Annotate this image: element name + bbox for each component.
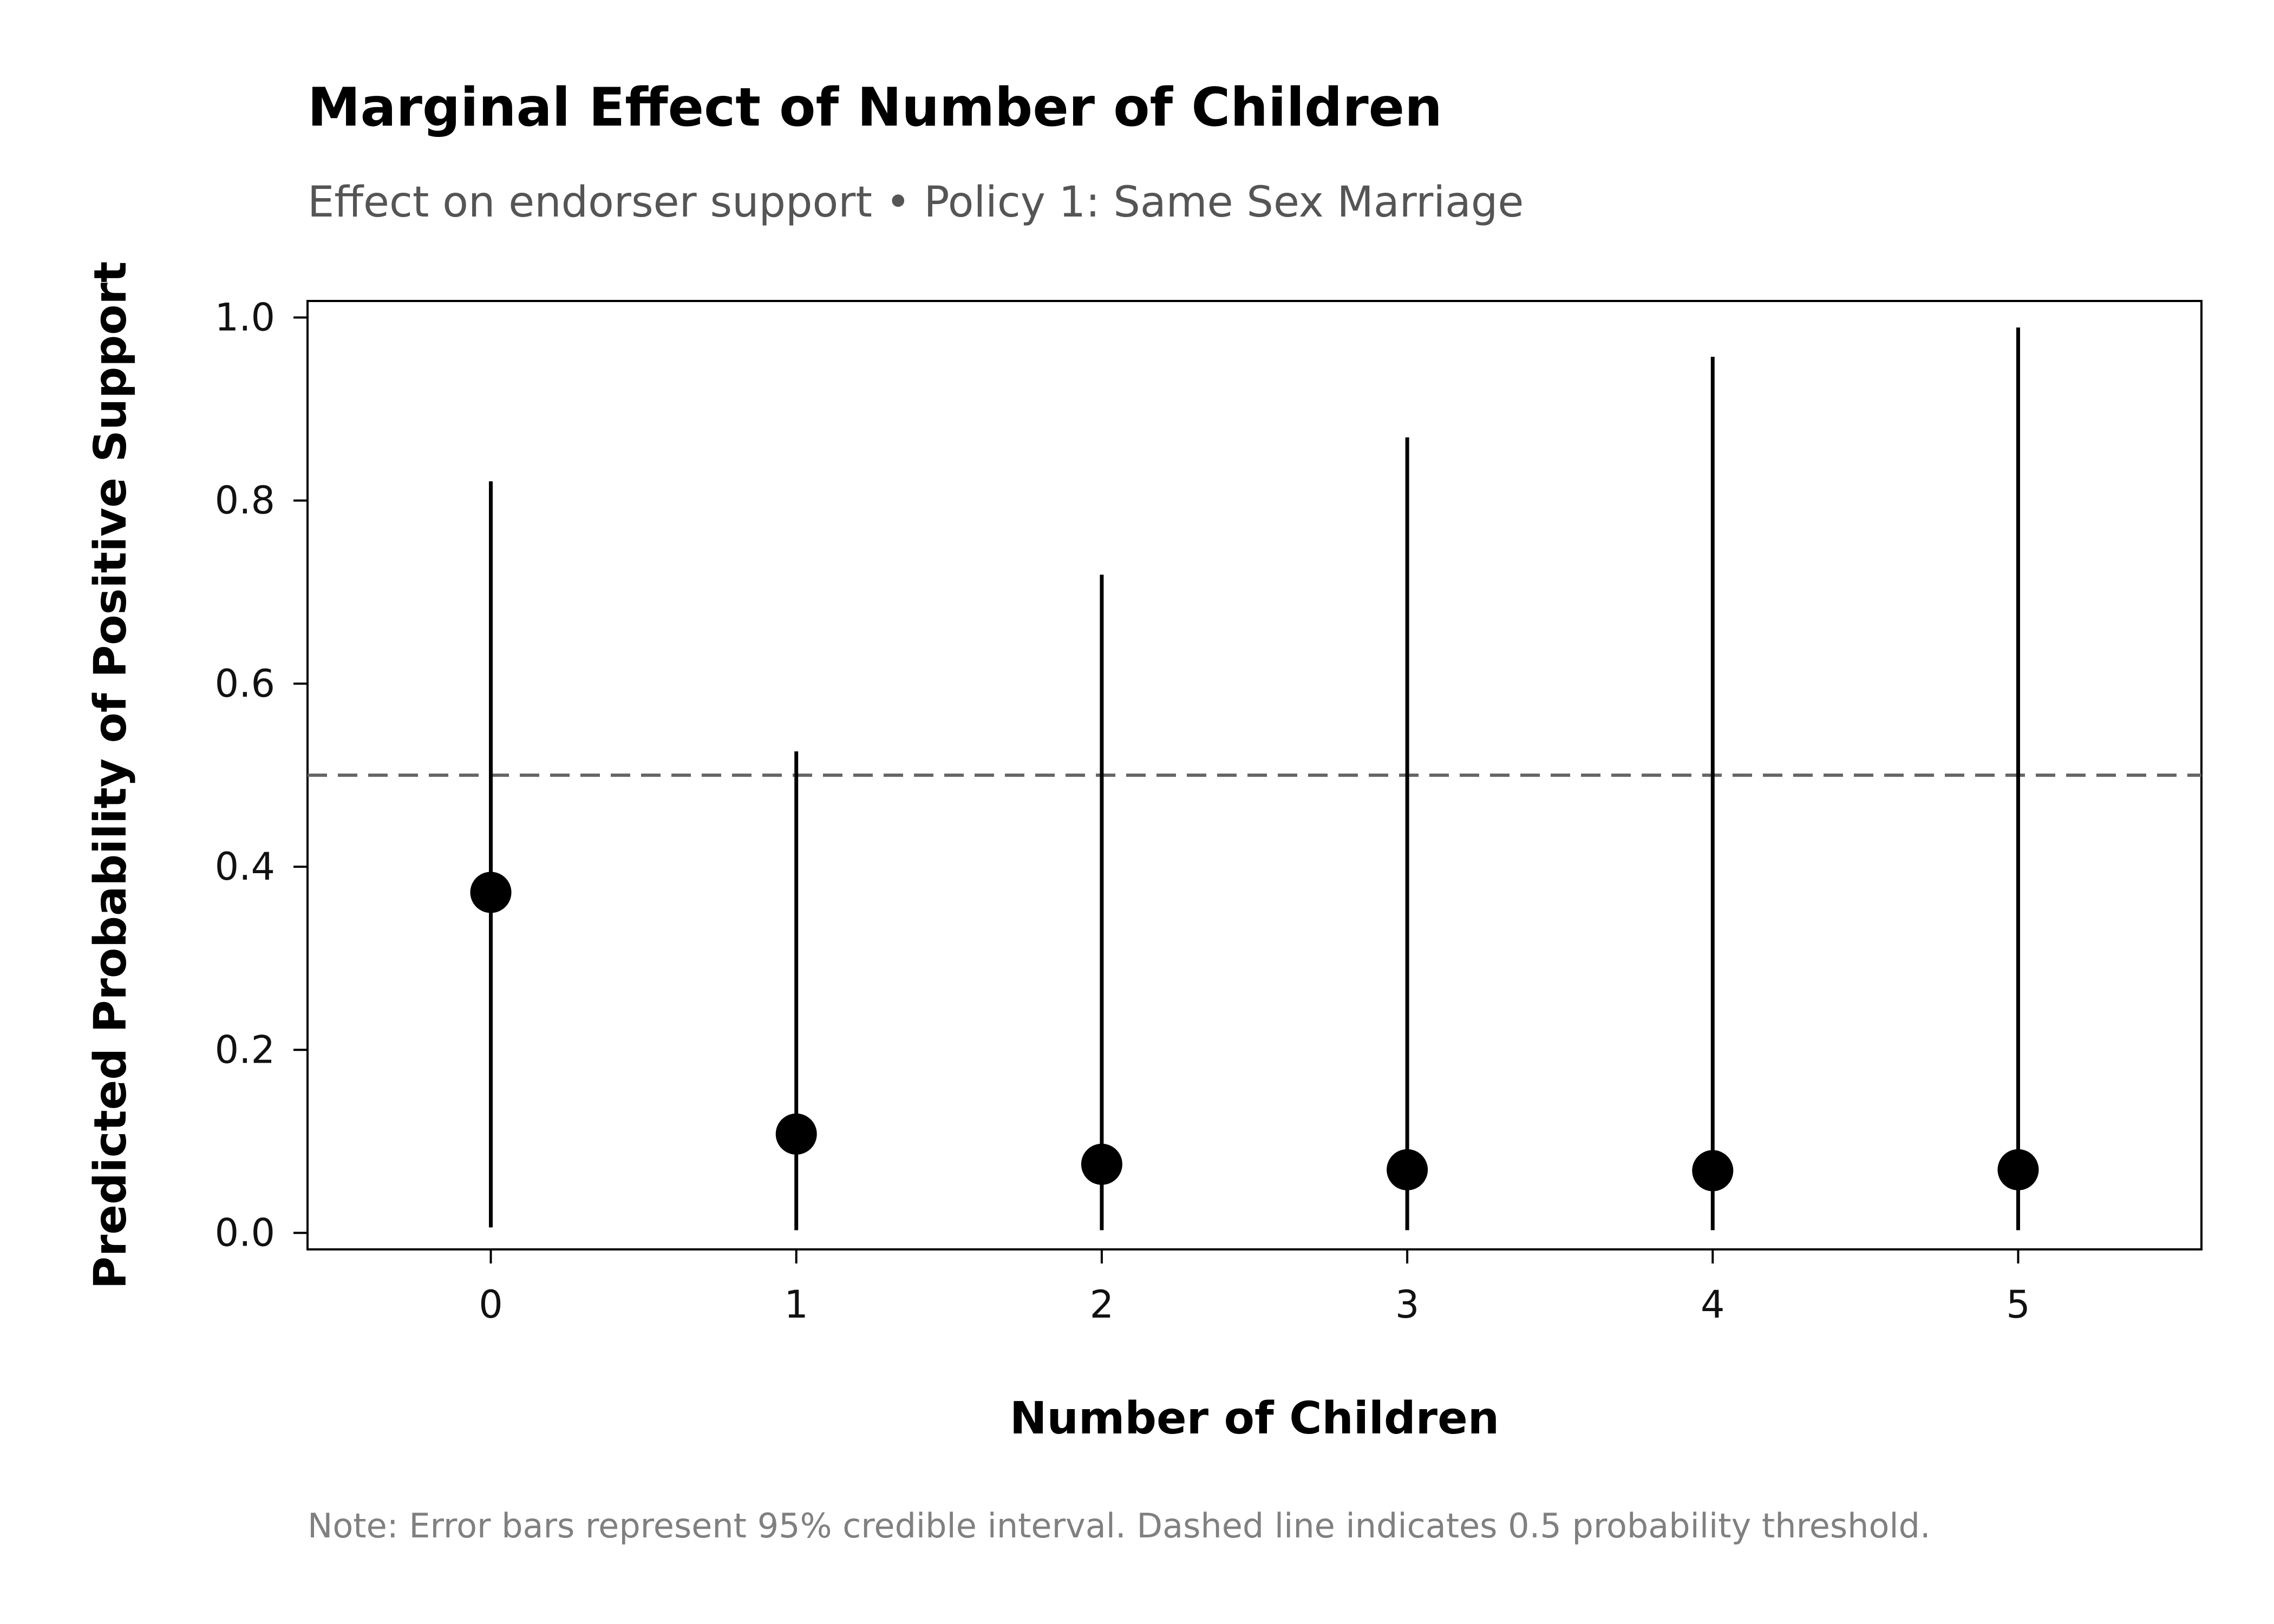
data-point [1387,1149,1428,1190]
y-axis-label: Predicted Probability of Positive Suppor… [85,261,136,1289]
y-tick-label: 0.0 [215,1211,275,1255]
x-tick-label: 2 [1090,1282,1114,1327]
x-tick-label: 3 [1395,1282,1420,1327]
y-axis: 0.0 0.2 0.4 0.6 0.8 1.0 [215,295,308,1255]
data-point [1692,1150,1734,1191]
plot-area [306,300,2203,1250]
x-tick-label: 5 [2006,1282,2030,1327]
chart-title: Marginal Effect of Number of Children [308,77,1442,139]
chart-subtitle: Effect on endorser support • Policy 1: S… [308,178,1524,227]
x-tick-label: 1 [784,1282,808,1327]
chart-note: Note: Error bars represent 95% credible … [308,1506,1931,1546]
error-bars [489,328,2020,1230]
data-point [1081,1143,1122,1185]
data-points [470,872,2039,1191]
y-tick-label: 0.8 [215,479,275,523]
data-point [1997,1149,2039,1190]
x-axis: 0 1 2 3 4 5 [479,1249,2030,1327]
y-tick-label: 1.0 [215,295,275,339]
data-point [470,872,512,913]
y-tick-label: 0.6 [215,662,275,706]
y-tick-label: 0.4 [215,844,275,889]
x-tick-label: 0 [479,1282,503,1327]
data-point [775,1113,817,1155]
x-tick-label: 4 [1701,1282,1725,1327]
y-tick-label: 0.2 [215,1027,275,1072]
x-axis-label: Number of Children [1010,1393,1499,1444]
